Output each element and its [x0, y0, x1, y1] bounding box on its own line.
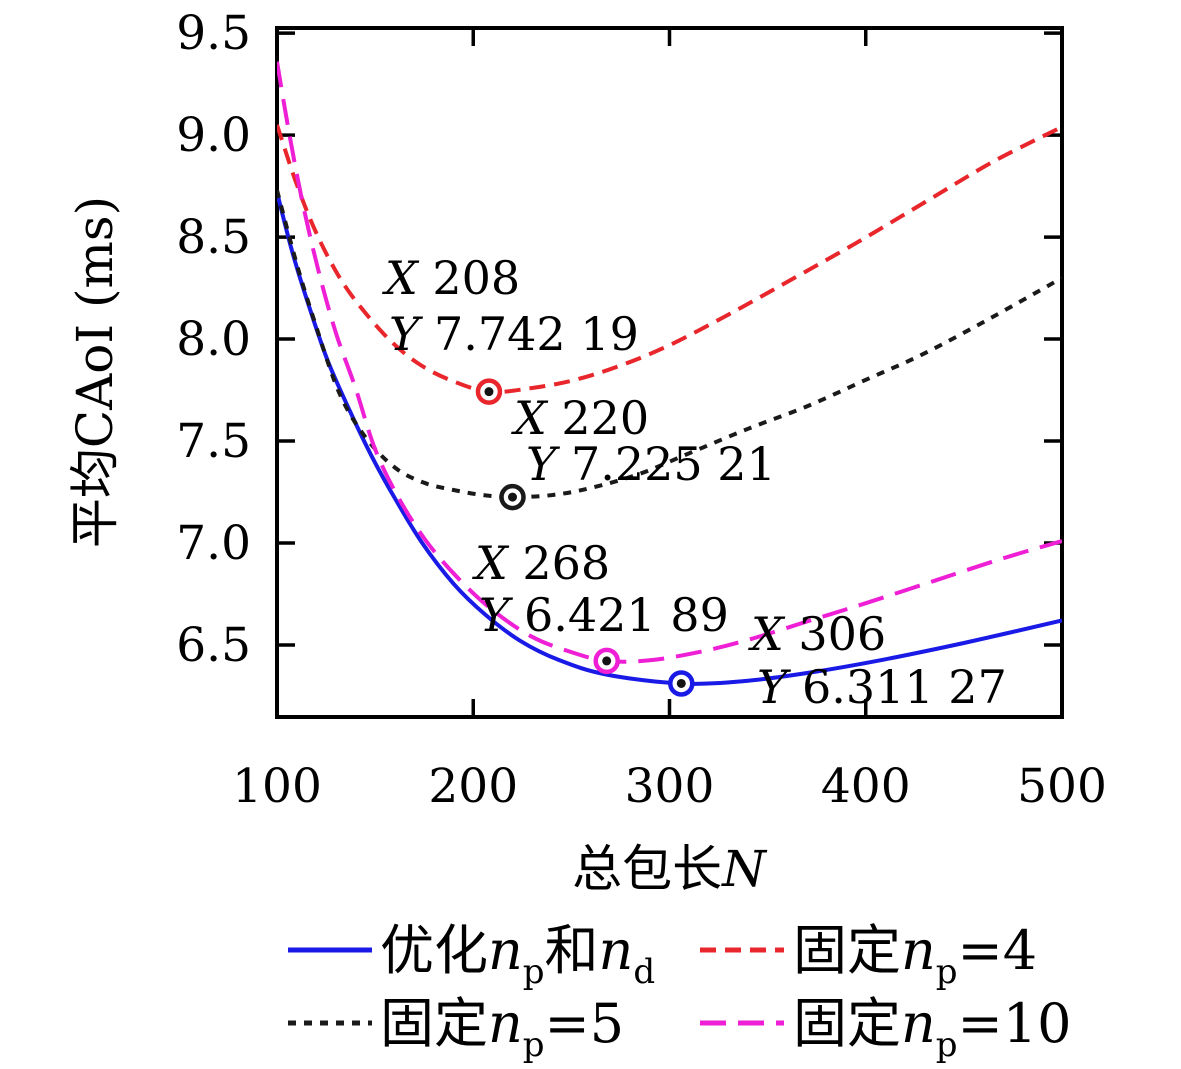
- datatip-y-value: Y 7.225 21: [526, 437, 776, 491]
- legend-label-fixed-np-10: 固定np=10: [793, 992, 1072, 1065]
- legend-label-fixed-np-5: 固定np=5: [380, 992, 624, 1065]
- min-marker-dot-fixed-np-5: [508, 492, 517, 502]
- datatip-y-value: Y 7.742 19: [389, 307, 639, 361]
- min-marker-dot-fixed-np-10: [602, 656, 612, 666]
- y-tick-label: 7.5: [176, 414, 251, 469]
- series-curves: [277, 61, 1062, 686]
- series-line-fixed-np-5: [277, 189, 1062, 500]
- y-tick-label: 8.5: [176, 210, 251, 265]
- y-tick-label: 8.0: [176, 312, 251, 367]
- x-tick-label: 400: [821, 759, 911, 814]
- datatip-y-value: Y 6.311 27: [757, 660, 1007, 714]
- x-tick-label: 500: [1017, 759, 1107, 814]
- datatip-annotations: X 208 Y 7.742 19 X 220 Y 7.225 21 X 268 …: [382, 251, 1007, 714]
- min-marker-dot-optimized-np-nd: [676, 678, 686, 688]
- datatip-x-value: X 306: [748, 607, 886, 661]
- annotation-min-np10: X 268 Y 6.421 89: [472, 536, 729, 642]
- legend-label-fixed-np-4: 固定np=4: [793, 919, 1037, 992]
- y-axis-label: 平均CAoI (ms): [66, 196, 124, 548]
- annotation-min-np4: X 208 Y 7.742 19: [382, 251, 639, 361]
- datatip-x-value: X 208: [382, 251, 520, 305]
- datatip-x-value: X 220: [511, 391, 649, 445]
- y-tick-label: 6.5: [176, 618, 251, 673]
- legend: 优化np和nd 固定np=4 固定np=5 固定np=10: [380, 919, 1072, 1065]
- min-marker-dot-fixed-np-4: [484, 387, 494, 397]
- datatip-y-value: Y 6.421 89: [479, 588, 729, 642]
- datatip-x-value: X 268: [472, 536, 610, 590]
- series-line-fixed-np-10: [277, 61, 1062, 664]
- series-line-fixed-np-4: [277, 124, 1062, 394]
- annotation-min-optimized: X 306 Y 6.311 27: [748, 607, 1007, 714]
- y-tick-label: 9.0: [176, 108, 251, 163]
- y-tick-label: 9.5: [176, 6, 251, 61]
- x-tick-label: 200: [428, 759, 518, 814]
- y-tick-label: 7.0: [176, 516, 251, 571]
- x-tick-label: 100: [232, 759, 322, 814]
- legend-label-optimized-np-nd: 优化np和nd: [380, 919, 655, 992]
- x-tick-label: 300: [625, 759, 715, 814]
- x-axis-label: 总包长N: [572, 840, 768, 898]
- annotation-min-np5: X 220 Y 7.225 21: [511, 391, 776, 491]
